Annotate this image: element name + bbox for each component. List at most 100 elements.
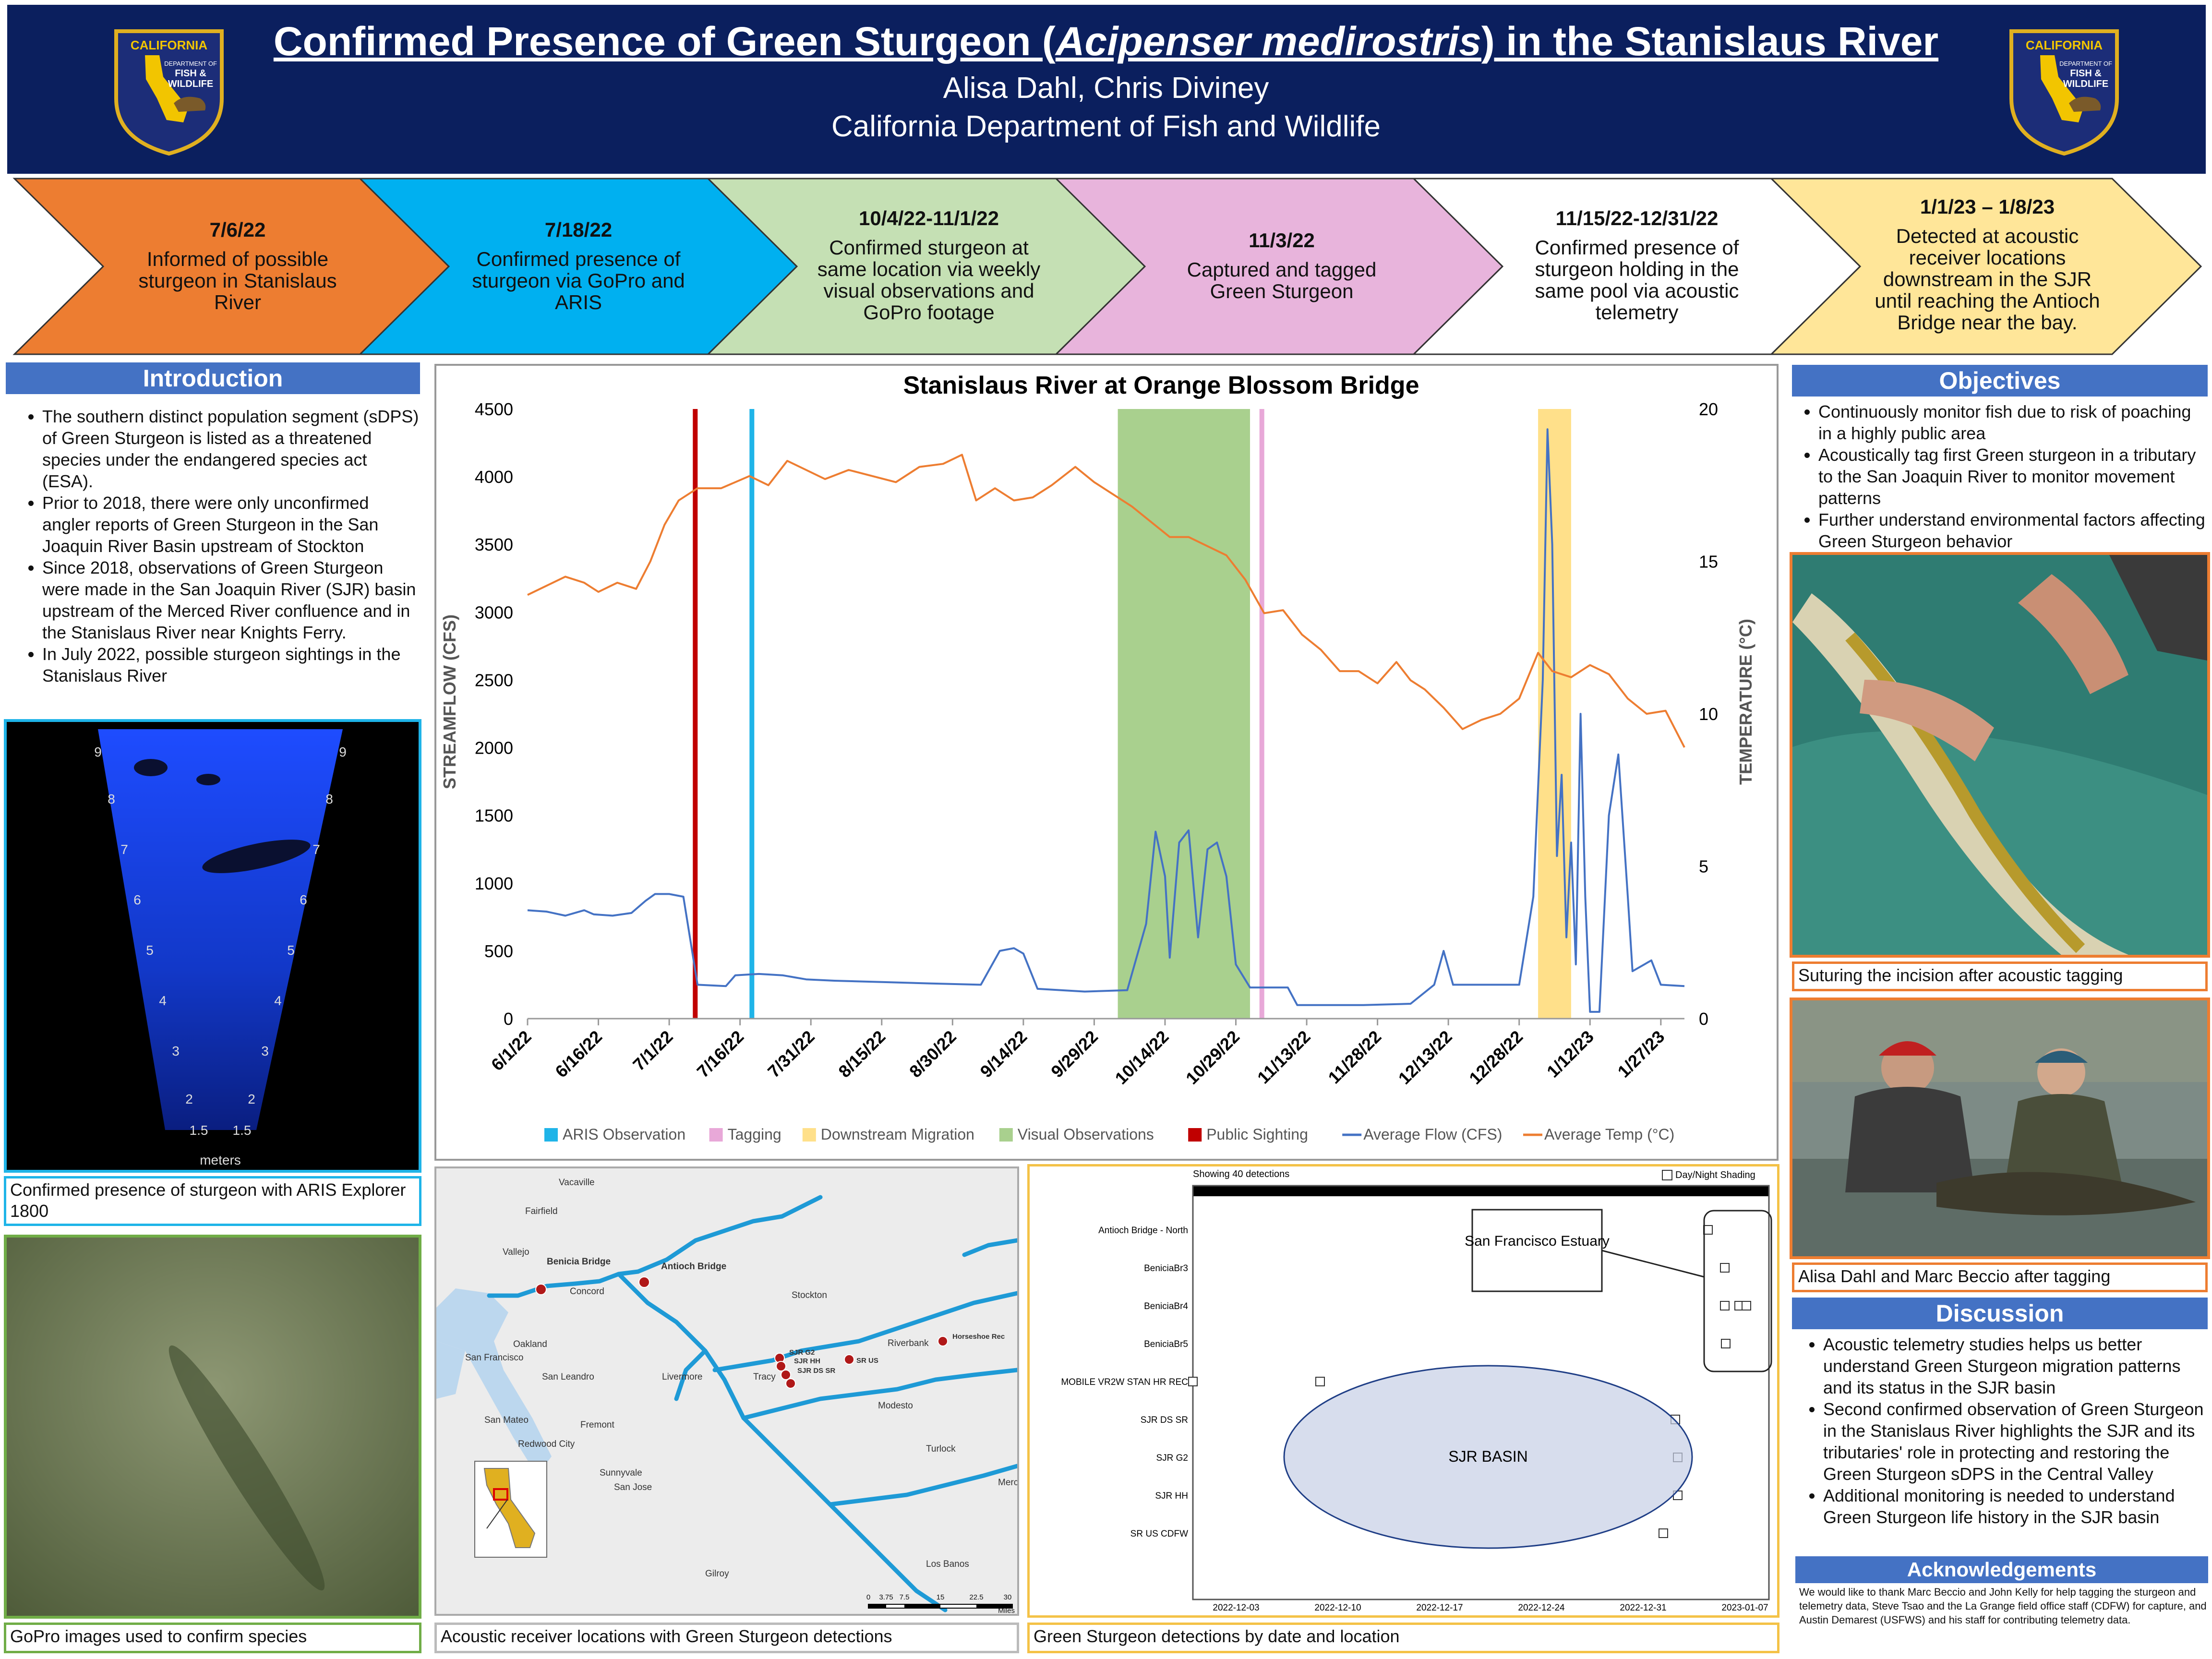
x-tick-label: 6/16/22 bbox=[551, 1027, 606, 1082]
legend-swatch bbox=[1188, 1128, 1202, 1142]
list-item: The southern distinct population segment… bbox=[42, 406, 421, 492]
svg-text:4: 4 bbox=[274, 993, 282, 1008]
svg-text:6: 6 bbox=[300, 892, 307, 907]
y-tick-label: 4000 bbox=[475, 467, 513, 487]
svg-text:Sunnyvale: Sunnyvale bbox=[600, 1468, 642, 1478]
timeline-arrows bbox=[12, 178, 2202, 355]
svg-text:7.5: 7.5 bbox=[900, 1593, 910, 1601]
list-item: Prior to 2018, there were only unconfirm… bbox=[42, 492, 421, 557]
y-tick-label: 3000 bbox=[475, 602, 513, 622]
svg-text:meters: meters bbox=[200, 1153, 241, 1167]
legend-swatch bbox=[999, 1128, 1013, 1142]
sjr-basin-ellipse bbox=[1283, 1365, 1693, 1549]
station-label: SJR G2 bbox=[1156, 1453, 1188, 1463]
cdfw-logo-left: CALIFORNIA DEPARTMENT OF FISH & WILDLIFE bbox=[114, 29, 224, 156]
station-label: SJR DS SR bbox=[1141, 1415, 1188, 1425]
event-band bbox=[1118, 409, 1250, 1019]
svg-text:Modesto: Modesto bbox=[878, 1401, 913, 1411]
receiver-map: Vacaville Fairfield Vallejo Benicia Brid… bbox=[434, 1166, 1019, 1616]
y2-tick-label: 10 bbox=[1699, 704, 1718, 724]
svg-text:2: 2 bbox=[248, 1092, 255, 1106]
legend-label: Visual Observations bbox=[1018, 1126, 1154, 1143]
list-item: Second confirmed observation of Green St… bbox=[1823, 1398, 2208, 1485]
x-tick-label: 9/29/22 bbox=[1047, 1027, 1102, 1082]
poster-title: Confirmed Presence of Green Sturgeon (Ac… bbox=[273, 19, 1939, 64]
discussion-heading: Discussion bbox=[1792, 1298, 2208, 1329]
x-tick-label: 7/1/22 bbox=[629, 1027, 677, 1075]
day-night-label: Day/Night Shading bbox=[1675, 1170, 1755, 1180]
day-night-checkbox[interactable] bbox=[1662, 1170, 1672, 1180]
svg-text:5: 5 bbox=[287, 943, 295, 958]
detections-count: Showing 40 detections bbox=[1193, 1169, 1289, 1179]
station-label: MOBILE VR2W STAN HR REC bbox=[1061, 1377, 1188, 1387]
objectives-heading: Objectives bbox=[1792, 365, 2208, 397]
y-tick-label: 0 bbox=[504, 1009, 513, 1029]
authors: Alisa Dahl, Chris Diviney bbox=[943, 72, 1269, 105]
list-item: Further understand environmental factors… bbox=[1818, 509, 2208, 552]
svg-text:30: 30 bbox=[1004, 1593, 1012, 1601]
svg-text:7: 7 bbox=[120, 842, 128, 857]
x-tick-label: 8/30/22 bbox=[905, 1027, 960, 1082]
timeline-step-4: 11/3/22 Captured and tagged Green Sturgeo… bbox=[1187, 229, 1377, 302]
detections-caption: Green Sturgeon detections by date and lo… bbox=[1027, 1623, 1779, 1653]
svg-text:CALIFORNIA: CALIFORNIA bbox=[131, 38, 208, 52]
y-tick-label: 4500 bbox=[475, 399, 513, 419]
svg-text:Fairfield: Fairfield bbox=[525, 1206, 558, 1216]
detection-marker bbox=[1720, 1263, 1730, 1273]
detection-marker bbox=[1703, 1225, 1713, 1235]
y-axis-label: STREAMFLOW (CFS) bbox=[440, 614, 459, 789]
x-tick-label: 7/16/22 bbox=[693, 1027, 747, 1082]
svg-text:3.75: 3.75 bbox=[879, 1593, 893, 1601]
event-band bbox=[1259, 409, 1264, 1019]
x-tick-label: 10/29/22 bbox=[1182, 1027, 1243, 1088]
acknowledgements-heading: Acknowledgements bbox=[1795, 1556, 2208, 1583]
cdfw-logo-right: CALIFORNIA DEPARTMENT OF FISH & WILDLIFE bbox=[2009, 29, 2119, 156]
svg-text:San Francisco: San Francisco bbox=[465, 1353, 523, 1363]
detections-svg: Showing 40 detections Day/Night Shading … bbox=[1061, 1169, 1772, 1613]
suturing-caption: Suturing the incision after acoustic tag… bbox=[1792, 962, 2208, 991]
svg-text:SJR HH: SJR HH bbox=[794, 1357, 820, 1365]
estuary-bracket bbox=[1703, 1210, 1772, 1372]
detection-marker bbox=[1742, 1301, 1751, 1310]
gopro-image bbox=[4, 1235, 421, 1619]
estuary-label: San Francisco Estuary bbox=[1465, 1233, 1610, 1249]
date-tick-label: 2022-12-17 bbox=[1416, 1603, 1463, 1613]
sjr-basin-label: SJR BASIN bbox=[1448, 1448, 1527, 1465]
svg-text:Antioch Bridge: Antioch Bridge bbox=[661, 1262, 726, 1272]
detection-marker bbox=[1720, 1301, 1730, 1310]
svg-text:Miles: Miles bbox=[998, 1607, 1015, 1614]
list-item: In July 2022, possible sturgeon sighting… bbox=[42, 643, 421, 686]
y-tick-label: 2500 bbox=[475, 670, 513, 690]
svg-text:8: 8 bbox=[108, 792, 115, 806]
y2-tick-label: 15 bbox=[1699, 552, 1718, 572]
detection-marker bbox=[1188, 1377, 1198, 1386]
map-svg: Vacaville Fairfield Vallejo Benicia Brid… bbox=[436, 1168, 1017, 1614]
date-tick-label: 2022-12-31 bbox=[1620, 1603, 1666, 1613]
detection-marker bbox=[1659, 1528, 1668, 1538]
x-tick-label: 7/31/22 bbox=[764, 1027, 818, 1082]
series-line bbox=[527, 428, 1685, 1013]
y2-tick-label: 20 bbox=[1699, 399, 1718, 419]
svg-text:Stockton: Stockton bbox=[792, 1290, 827, 1300]
svg-text:Riverbank: Riverbank bbox=[888, 1338, 929, 1348]
svg-text:Oakland: Oakland bbox=[513, 1339, 547, 1349]
svg-text:0: 0 bbox=[866, 1593, 870, 1601]
svg-text:7: 7 bbox=[313, 842, 320, 857]
y-tick-label: 2000 bbox=[475, 738, 513, 758]
svg-text:SJR DS SR: SJR DS SR bbox=[797, 1367, 835, 1375]
series-line bbox=[527, 454, 1685, 748]
svg-text:3: 3 bbox=[261, 1044, 269, 1058]
svg-text:Gilroy: Gilroy bbox=[705, 1569, 729, 1579]
svg-text:WILDLIFE: WILDLIFE bbox=[168, 79, 213, 89]
detection-marker bbox=[1721, 1339, 1731, 1348]
svg-text:San Leandro: San Leandro bbox=[542, 1372, 594, 1382]
station-label: BeniciaBr4 bbox=[1144, 1301, 1188, 1311]
aris-sonar-image: 9 8 7 6 5 4 3 2 1.5 9 8 7 6 5 4 3 2 1.5 … bbox=[4, 719, 421, 1173]
y2-tick-label: 5 bbox=[1699, 857, 1708, 877]
legend-label: Average Flow (CFS) bbox=[1363, 1126, 1502, 1143]
timeline-step-1: 7/6/22 Informed of possible sturgeon in S… bbox=[138, 218, 337, 313]
svg-text:1.5: 1.5 bbox=[190, 1123, 208, 1138]
svg-text:Los Banos: Los Banos bbox=[926, 1559, 969, 1569]
station-label: BeniciaBr5 bbox=[1144, 1339, 1188, 1349]
flow-temp-chart: Stanislaus River at Orange Blossom Bridg… bbox=[434, 364, 1779, 1161]
